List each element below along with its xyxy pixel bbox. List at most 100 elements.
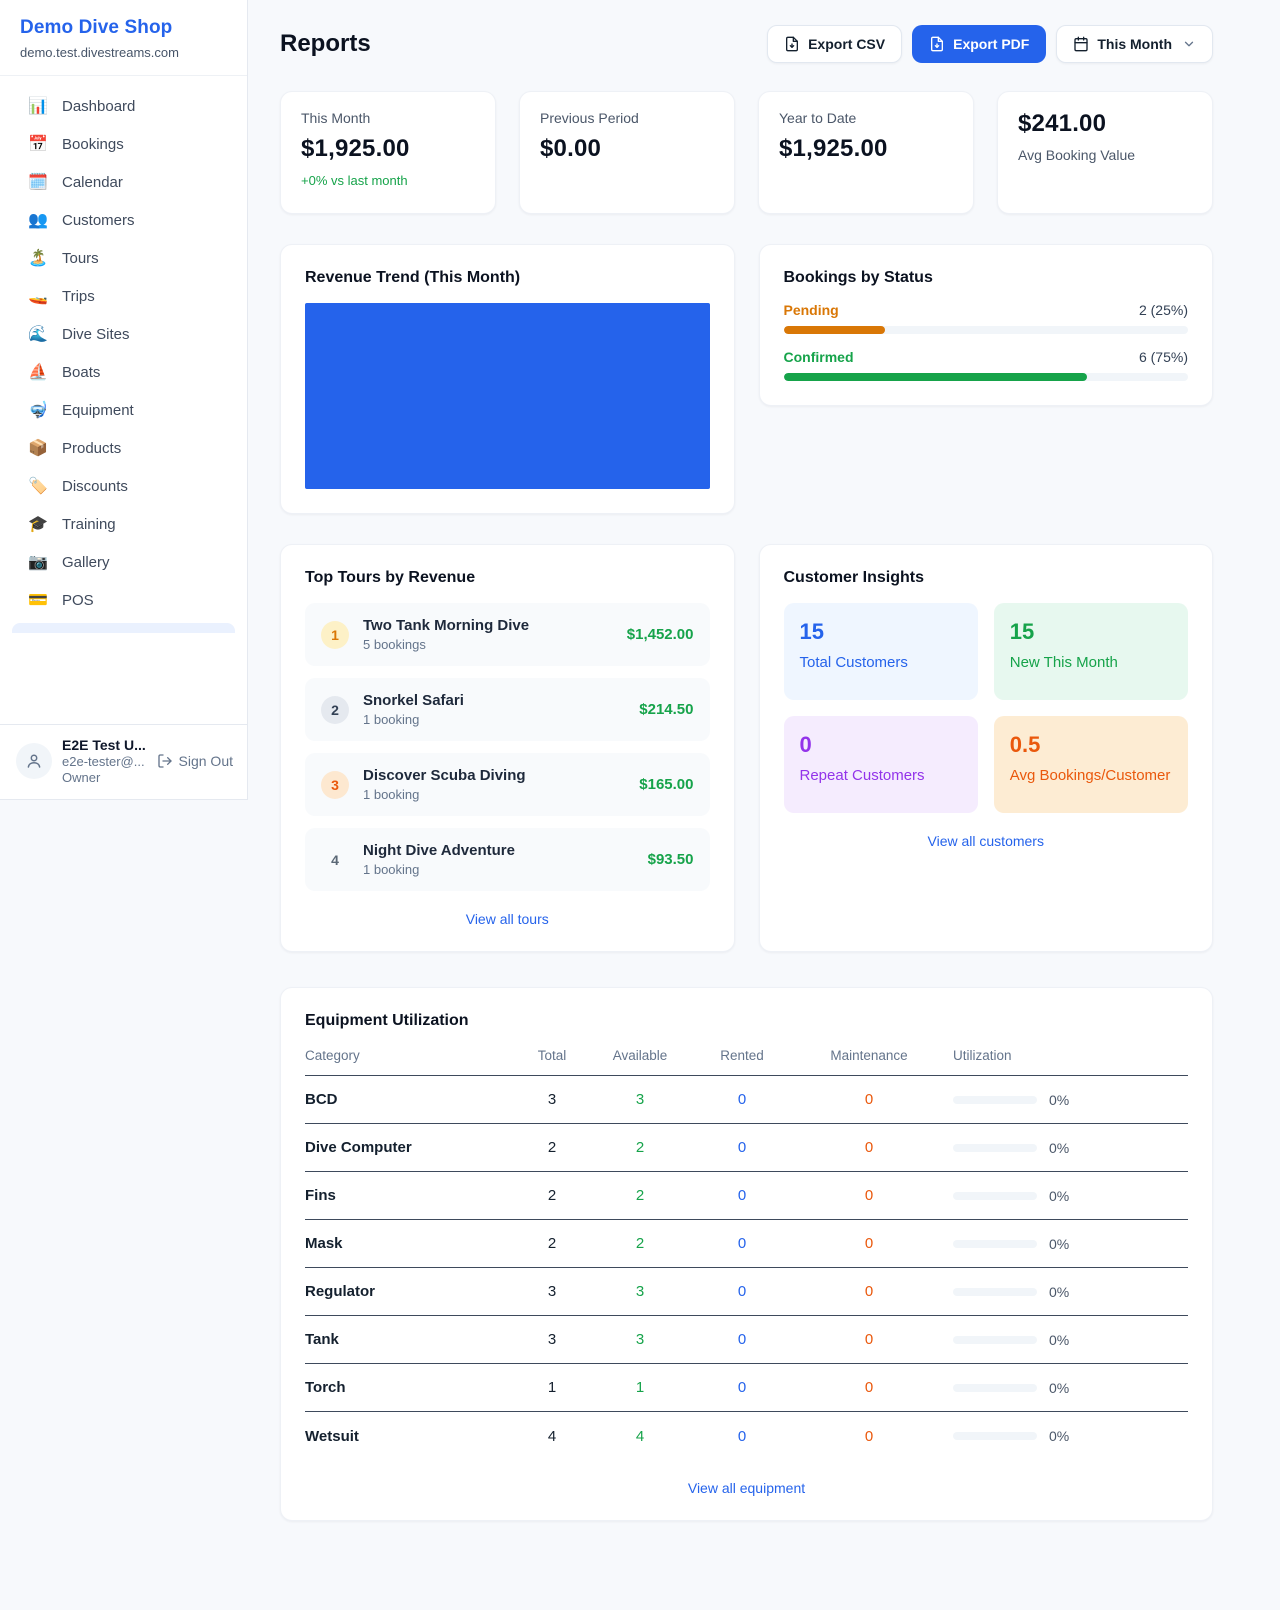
sidebar-item-label: Gallery (62, 554, 110, 571)
insight-tiles: 15 Total Customers 15 New This Month 0 R… (783, 603, 1188, 813)
customers-icon: 👥 (28, 211, 48, 229)
equipment-row-dive-computer: Dive Computer 2 2 0 0 0% (305, 1124, 1188, 1172)
shop-name: Demo Dive Shop (20, 17, 173, 38)
equipment-rented: 0 (737, 1331, 747, 1348)
sidebar-item-bookings[interactable]: 📅 Bookings (12, 126, 235, 163)
status-row-pending: Pending 2 (25%) (783, 302, 1188, 334)
equipment-utilization-card: Equipment Utilization Category Total Ava… (280, 987, 1213, 1521)
utilization-bar (953, 1383, 1037, 1392)
equipment-available: 3 (635, 1091, 645, 1108)
tile-value: 15 (799, 619, 824, 644)
file-download-icon (931, 36, 944, 52)
col-utilization: Utilization (953, 1048, 1012, 1063)
equipment-rented: 0 (737, 1091, 747, 1108)
rank-badge: 1 (321, 620, 349, 649)
sign-out-button[interactable]: Sign Out (157, 753, 233, 769)
sidebar-item-label: Discounts (62, 478, 128, 495)
sidebar-item-dashboard[interactable]: 📊 Dashboard (12, 88, 235, 125)
sidebar-item-dive-sites[interactable]: 🌊 Dive Sites (12, 316, 235, 353)
col-available: Available (612, 1048, 668, 1063)
sidebar-item-discounts[interactable]: 🏷️ Discounts (12, 468, 235, 505)
equipment-total: 2 (547, 1187, 557, 1204)
sidebar: Demo Dive Shop demo.test.divestreams.com… (0, 0, 248, 800)
sidebar-item-label: Customers (62, 212, 135, 229)
rank-badge: 4 (331, 851, 339, 868)
equipment-row-torch: Torch 1 1 0 0 0% (305, 1364, 1188, 1412)
col-category: Category (305, 1048, 360, 1063)
sidebar-item-tours[interactable]: 🏝️ Tours (12, 240, 235, 277)
stat-delta: +0% vs last month (301, 173, 408, 188)
stat-value: $1,925.00 (301, 135, 410, 162)
sidebar-item-label: Tours (62, 250, 99, 267)
sidebar-item-products[interactable]: 📦 Products (12, 430, 235, 467)
utilization-percent: 0% (1049, 1187, 1070, 1204)
equipment-maintenance: 0 (864, 1235, 874, 1252)
sidebar-header: Demo Dive Shop demo.test.divestreams.com (0, 0, 247, 76)
equipment-table-header: Category Total Available Rented Maintena… (305, 1048, 1188, 1076)
logout-icon (157, 754, 172, 768)
equipment-available: 4 (635, 1427, 645, 1445)
period-dropdown[interactable]: This Month (1056, 25, 1213, 63)
person-icon (27, 754, 41, 768)
camera-icon: 📷 (28, 553, 48, 571)
stat-card-year-to-date: Year to Date $1,925.00 (758, 91, 974, 214)
sidebar-item-gallery[interactable]: 📷 Gallery (12, 544, 235, 581)
view-all-customers-link[interactable]: View all customers (927, 833, 1044, 849)
sidebar-item-trips[interactable]: 🚤 Trips (12, 278, 235, 315)
sidebar-item-calendar[interactable]: 🗓️ Calendar (12, 164, 235, 201)
stat-value: $0.00 (540, 135, 602, 162)
tile-new-this-month: 15 New This Month (993, 603, 1188, 700)
customer-insights-card: Customer Insights 15 Total Customers 15 … (758, 544, 1213, 952)
tour-name: Night Dive Adventure (363, 842, 515, 859)
sidebar-item-label: Boats (62, 364, 101, 381)
utilization-percent: 0% (1049, 1379, 1070, 1396)
view-all-tours-link[interactable]: View all tours (465, 911, 549, 927)
sidebar-item-label: POS (62, 592, 94, 609)
bookings-by-status-card: Bookings by Status Pending 2 (25%) Confi… (758, 244, 1213, 406)
customer-insights-title: Customer Insights (783, 569, 924, 586)
top-tours-card: Top Tours by Revenue 1 Two Tank Morning … (280, 544, 735, 952)
rank-badge: 2 (321, 695, 349, 724)
sidebar-item-equipment[interactable]: 🤿 Equipment (12, 392, 235, 429)
tour-revenue: $214.50 (639, 701, 694, 718)
sidebar-item-reports-partial[interactable] (12, 623, 235, 633)
export-pdf-button[interactable]: Export PDF (912, 25, 1047, 63)
col-total: Total (537, 1048, 567, 1063)
tour-revenue: $1,452.00 (626, 626, 694, 643)
utilization-bar (953, 1239, 1037, 1248)
equipment-total: 3 (547, 1331, 557, 1348)
tour-revenue: $93.50 (647, 851, 694, 868)
export-csv-label: Export CSV (808, 36, 886, 52)
tour-row-2: 2 Snorkel Safari 1 booking $214.50 (305, 678, 710, 741)
rank-badge: 3 (321, 770, 349, 799)
status-row-confirmed: Confirmed 6 (75%) (783, 349, 1188, 381)
tour-revenue: $165.00 (639, 776, 694, 793)
revenue-trend-title: Revenue Trend (This Month) (305, 269, 521, 286)
tile-label: Total Customers (799, 654, 908, 671)
equipment-total: 3 (547, 1091, 557, 1108)
view-all-equipment-link[interactable]: View all equipment (687, 1480, 806, 1496)
equipment-available: 2 (635, 1139, 645, 1156)
user-name: E2E Test U... (62, 737, 146, 753)
stat-label: Year to Date (779, 110, 857, 126)
export-pdf-label: Export PDF (953, 36, 1030, 52)
sidebar-item-boats[interactable]: ⛵ Boats (12, 354, 235, 391)
sidebar-item-label: Bookings (62, 136, 124, 153)
sidebar-item-customers[interactable]: 👥 Customers (12, 202, 235, 239)
user-avatar (16, 743, 52, 779)
calendar-icon: 🗓️ (28, 173, 48, 191)
sidebar-item-training[interactable]: 🎓 Training (12, 506, 235, 543)
sidebar-item-pos[interactable]: 💳 POS (12, 582, 235, 619)
equipment-category: Torch (305, 1379, 346, 1396)
stat-label: This Month (301, 110, 371, 126)
equipment-maintenance: 0 (864, 1427, 874, 1445)
insights-row: Top Tours by Revenue 1 Two Tank Morning … (280, 544, 1213, 952)
export-csv-button[interactable]: Export CSV (767, 25, 903, 63)
sidebar-item-label: Products (62, 440, 122, 457)
equipment-row-bcd: BCD 3 3 0 0 0% (305, 1076, 1188, 1124)
utilization-percent: 0% (1049, 1235, 1070, 1252)
status-label-pending: Pending (783, 302, 839, 318)
tag-icon: 🏷️ (28, 477, 48, 495)
equipment-category: Dive Computer (305, 1139, 412, 1156)
tile-label: New This Month (1009, 654, 1118, 671)
